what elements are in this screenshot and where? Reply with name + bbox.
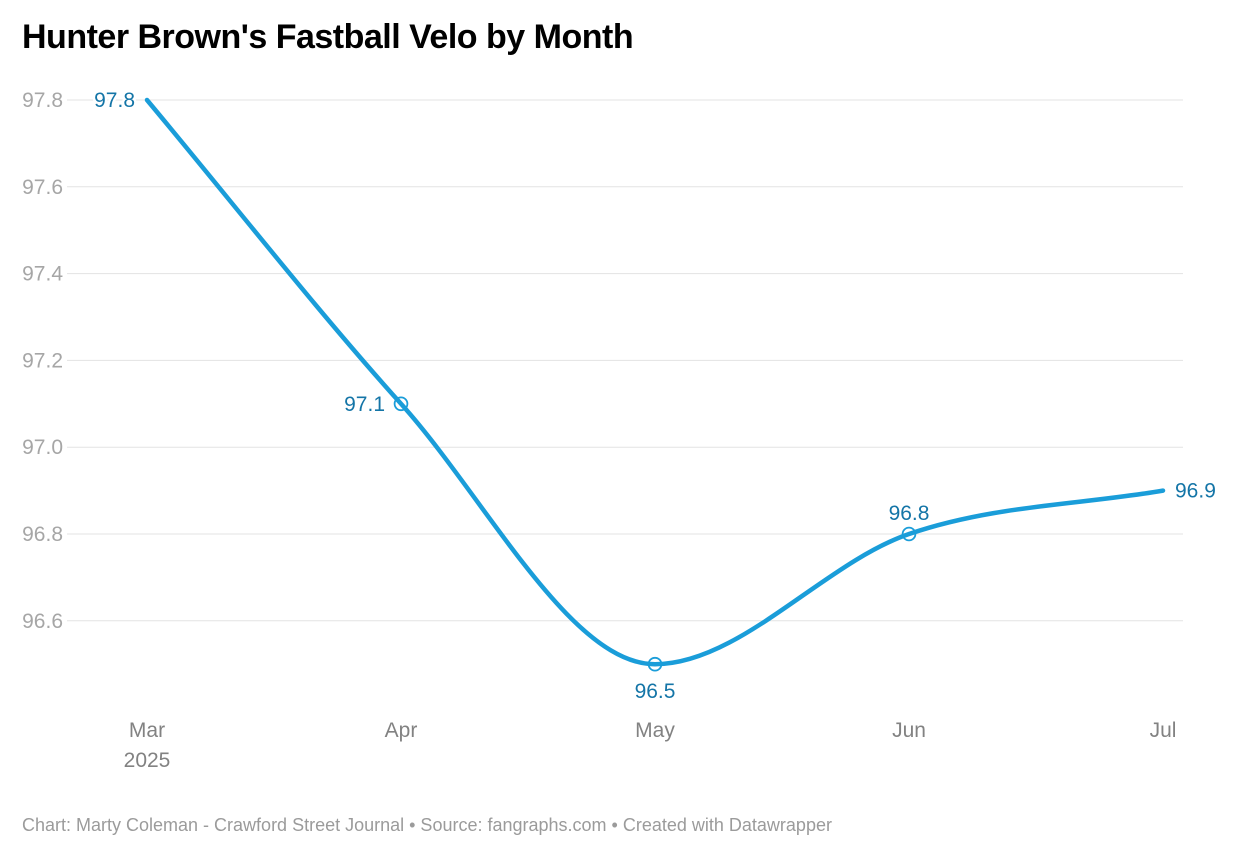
y-axis-tick-label: 96.6 [22, 610, 63, 633]
x-axis-tick-label: Jul [1150, 719, 1177, 742]
x-axis-tick-label: Apr [385, 719, 418, 742]
x-axis-tick-label: Jun [892, 719, 926, 742]
line-chart-plot-area: 97.8 97.6 97.4 97.2 97.0 96.8 96.6 Mar 2025 Apr Ma… [22, 89, 1216, 772]
y-axis-tick-label: 97.8 [22, 89, 63, 112]
velocity-line[interactable] [144, 97, 1166, 667]
footer-separator: • [606, 815, 623, 835]
y-axis-tick-label: 97.0 [22, 436, 63, 459]
chart-footer: Chart: Marty Coleman - Crawford Street J… [22, 815, 1222, 836]
y-axis-tick-label: 97.2 [22, 349, 63, 372]
footer-byline: Chart: Marty Coleman - Crawford Street J… [22, 815, 488, 835]
x-axis-tick-label: May [635, 719, 675, 742]
datawrapper-credit-link[interactable]: Created with Datawrapper [622, 815, 832, 835]
chart-title: Hunter Brown's Fastball Velo by Month [22, 18, 634, 56]
x-axis-tick-label: Mar [129, 719, 165, 742]
source-link[interactable]: fangraphs.com [487, 815, 607, 835]
data-value-label: 96.5 [635, 680, 676, 703]
data-point-marker[interactable] [393, 396, 409, 412]
y-axis-tick-label: 97.6 [22, 176, 63, 199]
data-point-marker[interactable] [901, 526, 917, 542]
data-value-label: 96.8 [889, 502, 930, 525]
x-axis-tick-label: 2025 [124, 749, 171, 772]
data-value-label: 96.9 [1175, 480, 1216, 503]
data-point-marker[interactable] [647, 656, 663, 672]
y-axis-tick-label: 97.4 [22, 263, 63, 286]
data-value-label: 97.1 [344, 393, 385, 416]
y-axis-tick-label: 96.8 [22, 523, 63, 546]
data-value-label: 97.8 [94, 89, 135, 112]
